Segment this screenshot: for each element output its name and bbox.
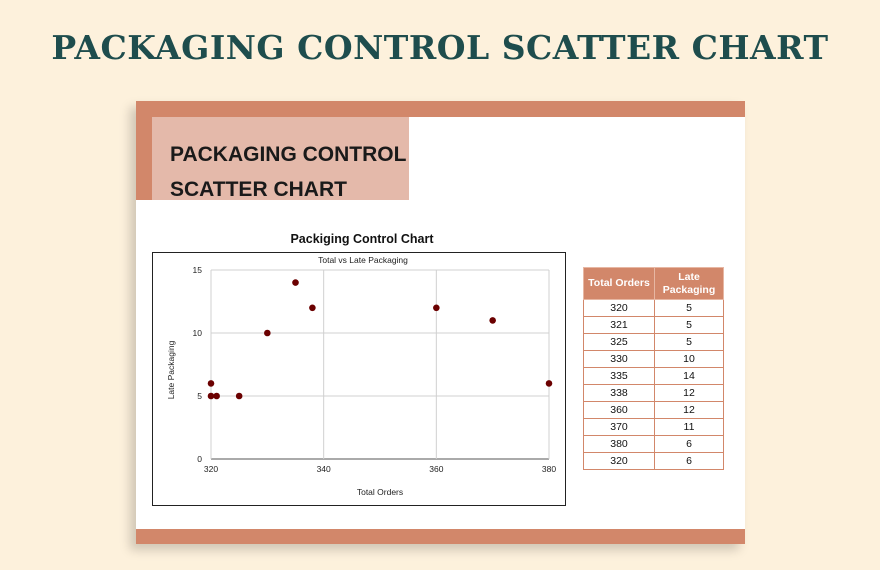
y-tick-label: 10: [193, 328, 203, 338]
data-table: Total Orders Late Packaging 320 5 321 5 325 5…: [583, 267, 724, 470]
sheet-heading-line2: SCATTER CHART: [170, 178, 347, 201]
sheet-heading: PACKAGING CONTROL SCATTER CHART: [170, 137, 410, 207]
table-row: 370 11: [583, 418, 724, 436]
y-axis-label: Late Packaging: [166, 340, 176, 399]
table-cell-total-orders: 321: [583, 316, 655, 334]
x-axis-label: Total Orders: [357, 487, 403, 497]
table-cell-late-packaging: 6: [654, 435, 724, 453]
scatter-point: [489, 317, 496, 324]
scatter-point: [235, 392, 243, 400]
x-tick-label: 380: [542, 464, 556, 474]
scatter-point: [433, 304, 440, 312]
scatter-point: [213, 392, 220, 400]
table-row: 321 5: [583, 316, 724, 334]
table-cell-total-orders: 380: [583, 435, 655, 453]
table-cell-late-packaging: 12: [654, 384, 724, 402]
table-cell-total-orders: 320: [583, 452, 655, 470]
y-tick-label: 15: [193, 265, 203, 275]
sheet-bottom-accent-bar: [136, 529, 745, 544]
scatter-point: [207, 380, 215, 387]
chart-subtitle: Total vs Late Packaging: [318, 255, 408, 265]
table-header-row: Total Orders Late Packaging: [583, 267, 724, 300]
sheet-heading-box: PACKAGING CONTROL SCATTER CHART: [152, 117, 409, 201]
chart-grid: [210, 269, 550, 460]
table-cell-total-orders: 370: [583, 418, 655, 436]
table-cell-late-packaging: 12: [654, 401, 724, 419]
scatter-chart[interactable]: Total vs Late Packaging 0 5 10 15 320 340 360 3…: [152, 252, 566, 506]
chart-points: [207, 279, 553, 400]
y-tick-label: 0: [197, 454, 202, 464]
scatter-point: [309, 304, 316, 312]
chart-title: Packiging Control Chart: [290, 232, 434, 246]
scatter-chart-svg: Total vs Late Packaging 0 5 10 15 320 340 360 3…: [166, 255, 557, 497]
table-cell-total-orders: 335: [583, 367, 655, 385]
scatter-point: [292, 279, 299, 286]
table-header-late-packaging: Late Packaging: [654, 267, 724, 300]
table-cell-late-packaging: 14: [654, 367, 724, 385]
table-row: 320 5: [583, 299, 724, 317]
table-header-total-orders: Total Orders: [583, 267, 655, 300]
y-tick-label: 5: [197, 391, 202, 401]
table-cell-late-packaging: 10: [654, 350, 724, 368]
sheet-top-accent-bar: [136, 101, 745, 117]
x-tick-label: 360: [429, 464, 443, 474]
table-cell-total-orders: 320: [583, 299, 655, 317]
table-row: 320 6: [583, 452, 724, 470]
table-cell-late-packaging: 5: [654, 316, 724, 334]
scatter-point: [207, 392, 215, 400]
table-cell-late-packaging: 6: [654, 452, 724, 470]
scatter-point: [264, 329, 271, 337]
sheet-left-accent-bar: [136, 101, 152, 200]
scatter-point: [545, 380, 553, 387]
table-row: 325 5: [583, 333, 724, 351]
table-row: 330 10: [583, 350, 724, 368]
sheet-heading-line1: PACKAGING CONTROL: [170, 143, 407, 166]
table-row: 360 12: [583, 401, 724, 419]
x-tick-label: 340: [317, 464, 331, 474]
table-cell-late-packaging: 5: [654, 333, 724, 351]
table-row: 380 6: [583, 435, 724, 453]
chart-ticks: 0 5 10 15 320 340 360 380: [193, 265, 557, 474]
table-cell-late-packaging: 5: [654, 299, 724, 317]
table-cell-total-orders: 338: [583, 384, 655, 402]
table-cell-late-packaging: 11: [654, 418, 724, 436]
page-title: PACKAGING CONTROL SCATTER CHART: [51, 28, 829, 67]
table-body: 320 5 321 5 325 5 330 10 335 14 338 12 360 12 370 11 380…: [583, 299, 724, 470]
table-row: 335 14: [583, 367, 724, 385]
table-row: 338 12: [583, 384, 724, 402]
table-cell-total-orders: 325: [583, 333, 655, 351]
table-cell-total-orders: 330: [583, 350, 655, 368]
x-tick-label: 320: [204, 464, 218, 474]
spreadsheet-sheet: PACKAGING CONTROL SCATTER CHART Packigin…: [136, 101, 745, 544]
table-cell-total-orders: 360: [583, 401, 655, 419]
